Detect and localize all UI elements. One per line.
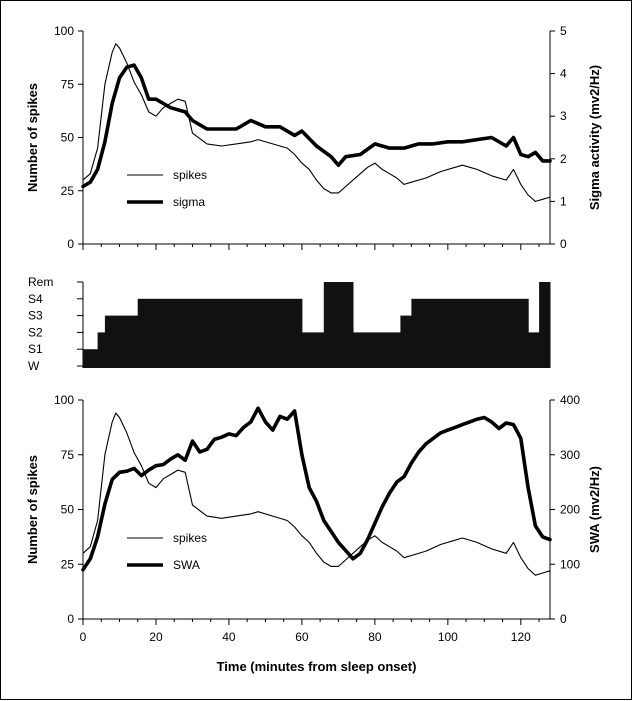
top-panel-right-tick-label: 3: [560, 109, 567, 123]
hypnogram-stage-bar: [83, 349, 99, 368]
hypnogram-stage-bar: [323, 282, 354, 368]
top-panel-right-axis-label: Sigma activity (mv2/Hz): [587, 65, 602, 210]
hypnogram-level-label: S2: [28, 325, 43, 339]
top-panel-right-tick-label: 5: [560, 24, 567, 38]
bottom-panel-left-tick-label: 25: [61, 557, 75, 571]
bottom-panel-left-tick-label: 100: [54, 393, 74, 407]
top-panel-left-tick-label: 100: [54, 24, 74, 38]
bottom-panel-x-tick-label: 60: [295, 630, 309, 644]
top-panel-legend-label-sigma: sigma: [173, 195, 205, 209]
bottom-panel-legend-label-swa: SWA: [173, 558, 200, 572]
bottom-panel-x-tick-label: 100: [438, 630, 458, 644]
top-panel-left-tick-label: 75: [61, 77, 75, 91]
bottom-panel-series-spikes-line: [82, 412, 551, 576]
bottom-panel-x-tick-label: 0: [80, 630, 87, 644]
bottom-panel-right-tick-label: 100: [560, 557, 580, 571]
top-panel-right-tick-label: 1: [560, 194, 567, 208]
bottom-panel-right-tick-label: 400: [560, 393, 580, 407]
hypnogram-level-label: Rem: [28, 275, 53, 289]
hypnogram-stage-bar: [411, 298, 529, 368]
bottom-panel-legend-label-spikes: spikes: [173, 531, 207, 545]
bottom-panel-left-axis-label: Number of spikes: [25, 455, 40, 564]
top-panel-right-tick-label: 2: [560, 152, 567, 166]
bottom-panel-x-tick-label: 20: [149, 630, 163, 644]
hypnogram-stage-bar: [301, 332, 325, 368]
hypnogram-level-label: W: [28, 359, 40, 373]
hypnogram-stage-bar: [97, 332, 106, 368]
bottom-panel-left-tick-label: 50: [61, 503, 75, 517]
top-panel-left-tick-label: 50: [61, 131, 75, 145]
hypnogram-stage-bar: [400, 315, 412, 368]
bottom-panel-right-tick-label: 0: [560, 612, 567, 626]
hypnogram-level-label: S4: [28, 292, 43, 306]
bottom-panel-right-axis-label: SWA (mv2/Hz): [587, 466, 602, 553]
top-panel-right-tick-label: 4: [560, 67, 567, 81]
top-panel-right-tick-label: 0: [560, 237, 567, 251]
bottom-panel-x-tick-label: 80: [368, 630, 382, 644]
bottom-panel-right-tick-label: 300: [560, 448, 580, 462]
hypnogram-stage-bar: [112, 315, 139, 368]
bottom-panel-x-axis-label: Time (minutes from sleep onset): [217, 659, 417, 674]
bottom-panel-x-tick-label: 120: [511, 630, 531, 644]
hypnogram-stage-bar: [104, 315, 113, 368]
top-panel-left-tick-label: 0: [67, 237, 74, 251]
top-panel-legend-label-spikes: spikes: [173, 168, 207, 182]
hypnogram-level-label: S1: [28, 342, 43, 356]
bottom-panel-x-tick-label: 40: [222, 630, 236, 644]
bottom-panel-right-tick-label: 200: [560, 503, 580, 517]
bottom-panel-left-tick-label: 0: [67, 612, 74, 626]
top-panel-series-sigma-line: [81, 63, 552, 189]
hypnogram-stage-bar: [137, 298, 303, 368]
bottom-panel-left-tick-label: 75: [61, 448, 75, 462]
hypnogram-level-label: S3: [28, 309, 43, 323]
top-panel-left-tick-label: 25: [61, 184, 75, 198]
bottom-panel-series-swa-line: [81, 406, 552, 572]
top-panel-series-spikes-line: [82, 43, 551, 202]
hypnogram-stage-bar: [539, 282, 551, 368]
hypnogram-stage-bar: [353, 332, 401, 368]
top-panel-left-axis-label: Number of spikes: [25, 83, 40, 192]
hypnogram-stage-bar: [528, 332, 540, 368]
